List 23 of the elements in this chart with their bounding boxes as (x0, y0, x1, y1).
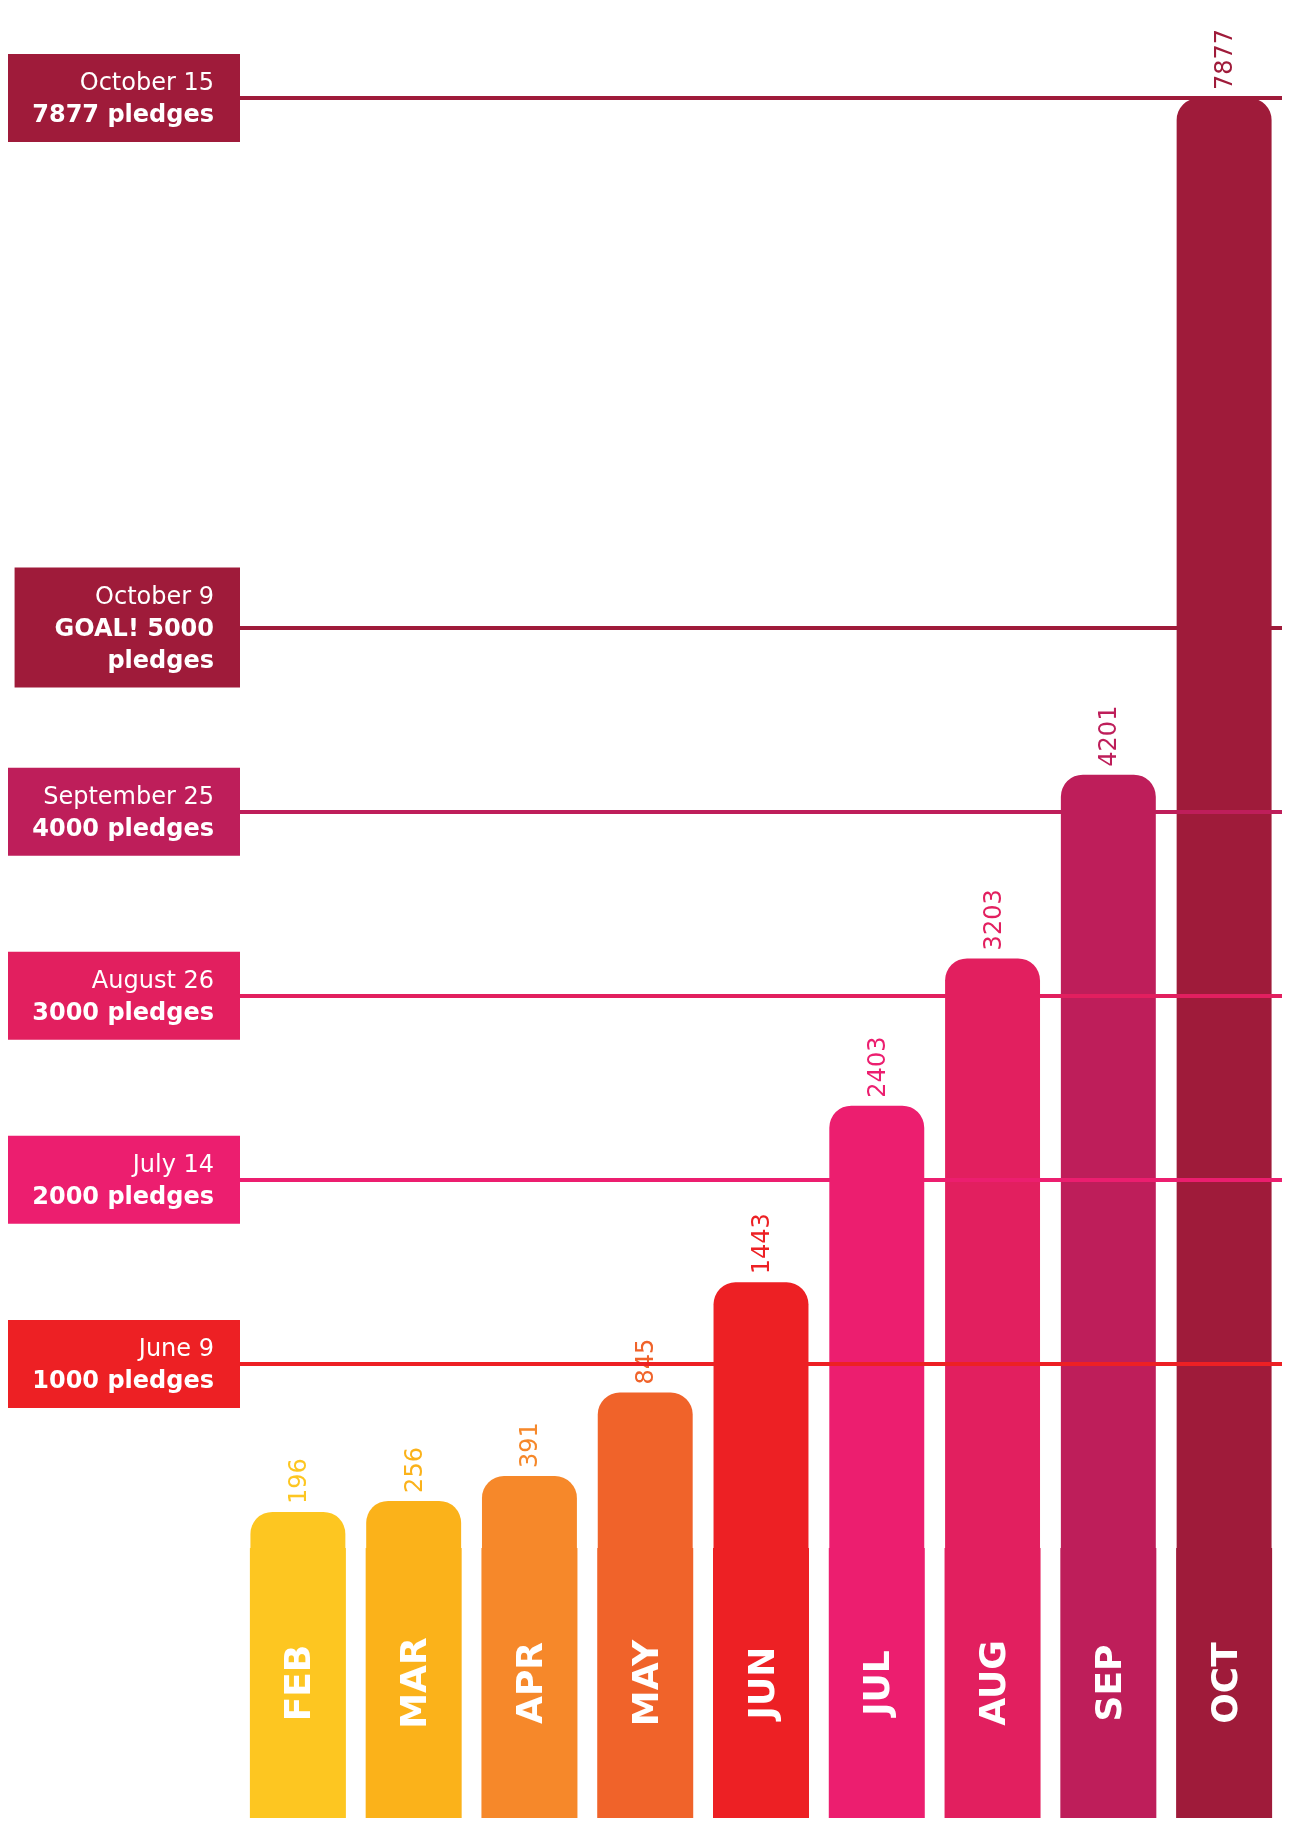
x-tick-label: MAR (393, 1637, 435, 1729)
x-tick-label: MAY (624, 1638, 666, 1727)
data-label: 196 (283, 1458, 312, 1504)
data-label: 3203 (978, 889, 1007, 951)
data-label: 391 (515, 1422, 544, 1469)
x-tick-label: AUG (972, 1640, 1014, 1726)
x-tick-label: FEB (277, 1644, 319, 1722)
data-label: 7877 (1210, 28, 1239, 90)
ref-line-label: August 26 3000 pledges (32, 965, 214, 1026)
ref-line-label: July 14 2000 pledges (32, 1149, 214, 1210)
ref-line-label: October 15 7877 pledges (32, 68, 214, 128)
data-label: 1443 (747, 1213, 775, 1275)
x-tick-label: APR (508, 1642, 550, 1724)
x-tick-label: JUN (740, 1646, 782, 1723)
data-label: 2403 (862, 1036, 891, 1098)
ref-line-label: October 9 GOAL! 5000 pledges (54, 581, 214, 674)
x-tick-label: SEP (1087, 1644, 1129, 1722)
ref-line-label: September 25 4000 pledges (32, 781, 214, 842)
x-tick-label: OCT (1203, 1641, 1245, 1724)
x-tick-label: JUL (856, 1650, 898, 1719)
ref-line-label: June 9 1000 pledges (32, 1333, 214, 1394)
data-label: 4201 (1094, 705, 1123, 767)
data-label: 256 (399, 1447, 428, 1493)
